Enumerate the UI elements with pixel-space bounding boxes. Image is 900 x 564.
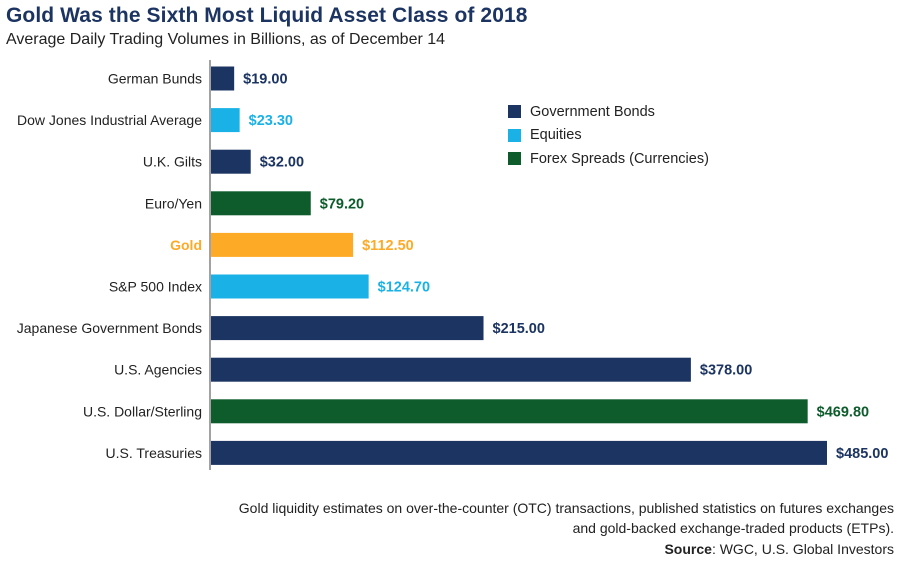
bar-chart: German Bunds $19.00 Dow Jones Industrial A…	[17, 60, 888, 470]
legend-swatch	[508, 152, 521, 166]
data-label: $19.00	[243, 72, 287, 88]
source-label: Source	[664, 541, 712, 557]
bar	[211, 108, 240, 133]
data-label: $124.70	[378, 280, 430, 296]
data-label: $378.00	[700, 363, 752, 379]
category-label: Dow Jones Industrial Average	[17, 112, 202, 128]
legend-item: Government Bonds	[508, 100, 709, 124]
chart-subtitle: Average Daily Trading Volumes in Billion…	[6, 31, 446, 48]
footnote-line-2: and gold-backed exchange-traded products…	[572, 520, 894, 536]
footnote-line-1: Gold liquidity estimates on over-the-cou…	[238, 500, 894, 516]
category-label: Gold	[170, 237, 202, 253]
legend-label: Government Bonds	[530, 103, 655, 120]
source-text: : WGC, U.S. Global Investors	[711, 541, 894, 557]
category-label: U.S. Dollar/Sterling	[83, 403, 202, 419]
bar	[211, 191, 311, 216]
bar	[211, 316, 484, 341]
footnote: Gold liquidity estimates on over-the-cou…	[239, 498, 894, 538]
legend-label: Equities	[530, 127, 582, 144]
bar	[211, 440, 827, 465]
category-label: German Bunds	[108, 71, 202, 87]
data-label: $112.50	[362, 238, 414, 254]
bar	[211, 66, 235, 91]
bar	[211, 399, 808, 424]
chart-title: Gold Was the Sixth Most Liquid Asset Cla…	[6, 4, 528, 27]
bar	[211, 357, 691, 382]
bar	[211, 149, 251, 174]
data-label: $469.80	[817, 404, 869, 420]
category-label: Euro/Yen	[145, 195, 202, 211]
data-label: $32.00	[260, 155, 304, 171]
legend-swatch	[508, 105, 521, 119]
data-label: $215.00	[493, 321, 545, 337]
category-label: U.K. Gilts	[143, 154, 202, 170]
legend-item: Forex Spreads (Currencies)	[508, 147, 709, 171]
data-label: $23.30	[249, 113, 293, 129]
legend: Government Bonds Equities Forex Spreads (C…	[508, 100, 709, 171]
bar	[211, 232, 354, 257]
legend-label: Forex Spreads (Currencies)	[530, 150, 709, 167]
data-label: $485.00	[836, 446, 888, 462]
category-label: U.S. Agencies	[114, 362, 202, 378]
category-label: U.S. Treasuries	[106, 445, 202, 461]
source-note: Source: WGC, U.S. Global Investors	[664, 541, 894, 557]
category-label: S&P 500 Index	[109, 279, 202, 295]
category-label: Japanese Government Bonds	[17, 320, 202, 336]
bar	[211, 274, 369, 299]
legend-swatch	[508, 128, 521, 142]
legend-item: Equities	[508, 124, 709, 148]
data-label: $79.20	[320, 196, 364, 212]
